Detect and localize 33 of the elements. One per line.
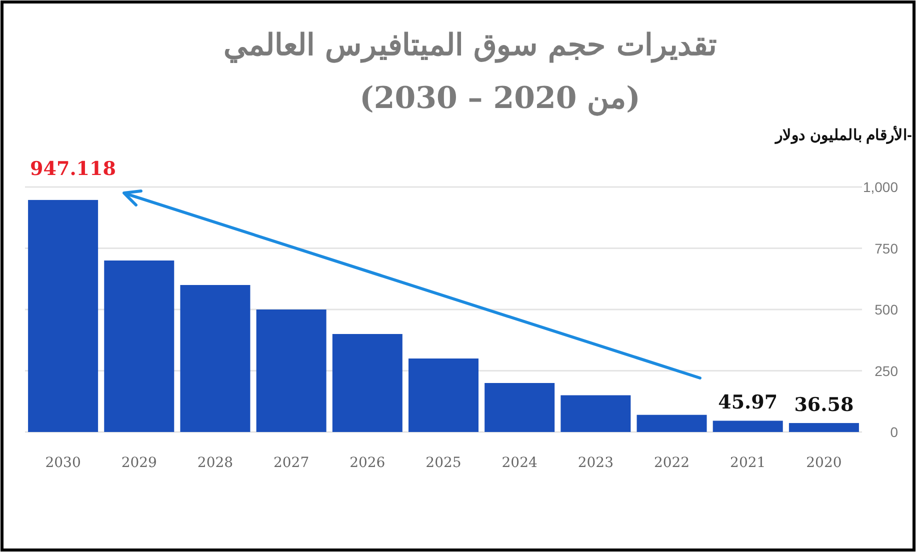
x-tick-label: 2023 bbox=[578, 455, 614, 471]
bar bbox=[104, 260, 174, 432]
x-tick-label: 2030 bbox=[45, 455, 81, 471]
bar bbox=[332, 334, 402, 432]
data-label: 947.118 bbox=[30, 158, 116, 180]
x-tick-label: 2026 bbox=[350, 455, 386, 471]
y-tick-label: 1,000 bbox=[862, 179, 898, 195]
data-label: 45.97 bbox=[718, 392, 778, 414]
chart-title: تقديرات حجم سوق الميتافيرس العالمي bbox=[224, 28, 716, 63]
x-tick-label: 2027 bbox=[274, 455, 310, 471]
bar bbox=[484, 383, 555, 432]
data-label: 36.58 bbox=[794, 394, 854, 416]
chart-subtitle: (من 2020 – 2030) bbox=[360, 81, 640, 116]
bar bbox=[180, 285, 250, 432]
y-tick-label: 250 bbox=[874, 362, 898, 379]
x-tick-label: 2024 bbox=[502, 455, 538, 471]
y-axis-title: -الأرقام بالمليون دولار bbox=[774, 125, 912, 144]
bar bbox=[560, 395, 631, 432]
x-tick-label: 2029 bbox=[121, 455, 157, 471]
bar bbox=[28, 200, 98, 432]
x-tick-label: 2028 bbox=[197, 455, 234, 471]
bar bbox=[408, 358, 478, 432]
x-tick-label: 2021 bbox=[730, 455, 766, 471]
x-tick-label: 2020 bbox=[806, 455, 842, 471]
bar bbox=[636, 414, 707, 432]
y-tick-label: 750 bbox=[874, 240, 898, 256]
bar bbox=[712, 420, 783, 432]
x-tick-label: 2025 bbox=[426, 455, 462, 471]
y-tick-label: 0 bbox=[890, 424, 898, 440]
x-tick-label: 2022 bbox=[654, 455, 690, 471]
y-tick-label: 500 bbox=[874, 302, 898, 318]
bar bbox=[788, 423, 859, 432]
bar bbox=[256, 310, 326, 432]
